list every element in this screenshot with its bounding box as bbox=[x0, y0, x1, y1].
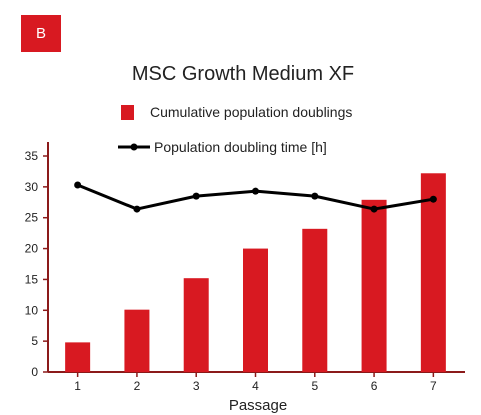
bar bbox=[183, 278, 209, 372]
line-point bbox=[429, 195, 437, 203]
x-tick-label: 5 bbox=[311, 379, 318, 393]
bar bbox=[302, 228, 328, 372]
line-point bbox=[252, 187, 259, 195]
panel-label: B bbox=[21, 15, 61, 52]
bar bbox=[124, 309, 150, 372]
x-tick-label: 7 bbox=[430, 379, 437, 393]
y-tick-label: 10 bbox=[25, 303, 39, 317]
y-tick-label: 0 bbox=[31, 365, 38, 379]
legend-label-line: Population doubling time [h] bbox=[154, 139, 327, 155]
plot-area: 0 5 10 15 20 25 30 35 1 2 3 4 5 6 7 bbox=[25, 142, 465, 393]
x-tick-label: 2 bbox=[134, 379, 141, 393]
line-point bbox=[192, 192, 200, 200]
bar bbox=[243, 248, 268, 372]
x-tick-label: 3 bbox=[193, 379, 200, 393]
y-tick-label: 5 bbox=[31, 334, 38, 348]
line-point bbox=[311, 192, 319, 200]
x-tick-label: 4 bbox=[252, 379, 259, 393]
legend-line-marker bbox=[130, 143, 138, 151]
x-tick-label: 1 bbox=[74, 379, 81, 393]
y-tick-label: 20 bbox=[25, 242, 39, 256]
x-tick-label: 6 bbox=[371, 379, 378, 393]
bar bbox=[420, 173, 446, 372]
chart-title: MSC Growth Medium XF bbox=[132, 63, 354, 85]
line-point bbox=[370, 205, 378, 213]
line-point bbox=[74, 181, 82, 189]
legend-label-bars: Cumulative population doublings bbox=[150, 104, 352, 120]
x-axis-title: Passage bbox=[229, 397, 287, 414]
bar bbox=[361, 199, 387, 372]
y-tick-label: 15 bbox=[25, 272, 39, 286]
bar bbox=[65, 342, 91, 372]
y-tick-label: 30 bbox=[25, 180, 39, 194]
y-tick-label: 25 bbox=[25, 211, 39, 225]
legend-bar-swatch bbox=[121, 105, 134, 120]
line-point bbox=[133, 205, 141, 213]
y-tick-label: 35 bbox=[25, 149, 39, 163]
